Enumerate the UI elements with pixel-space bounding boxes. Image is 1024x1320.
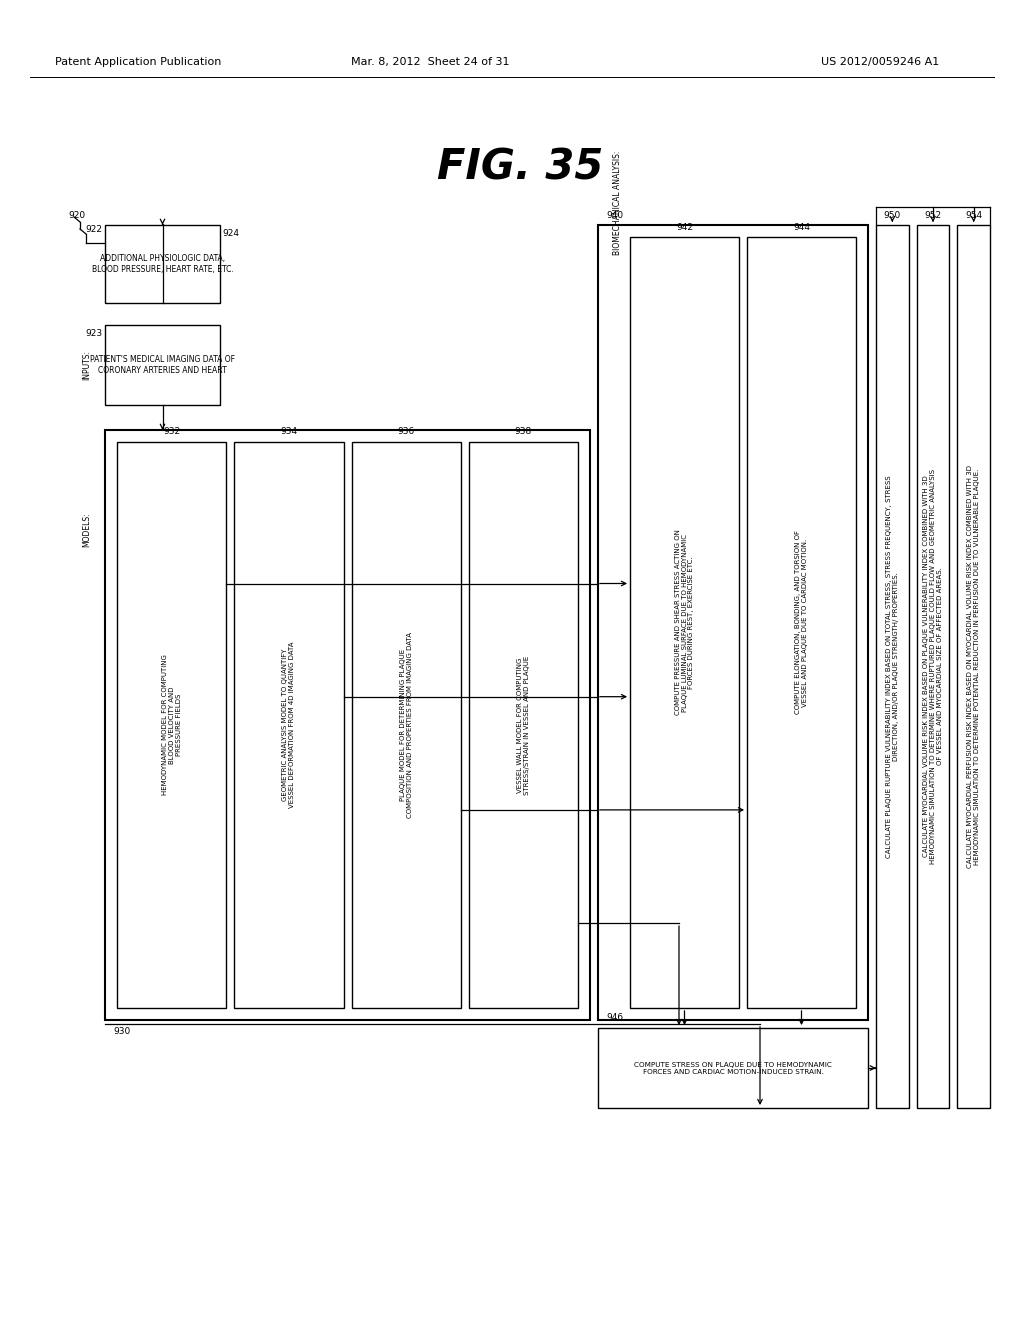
Text: COMPUTE STRESS ON PLAQUE DUE TO HEMODYNAMIC
FORCES AND CARDIAC MOTION-INDUCED ST: COMPUTE STRESS ON PLAQUE DUE TO HEMODYNA… <box>634 1061 831 1074</box>
Text: 954: 954 <box>965 210 982 219</box>
Text: 946: 946 <box>606 1014 624 1023</box>
Text: 924: 924 <box>222 228 239 238</box>
Text: PLAQUE MODEL FOR DETERMINING PLAQUE
COMPOSITION AND PROPERTIES FROM IMAGING DATA: PLAQUE MODEL FOR DETERMINING PLAQUE COMP… <box>399 632 413 818</box>
Text: COMPUTE ELONGATION, BONDING, AND TORSION OF
VESSEL AND PLAQUE DUE TO CARDIAC MOT: COMPUTE ELONGATION, BONDING, AND TORSION… <box>795 531 808 714</box>
Bar <box>469 442 578 1008</box>
Text: BIOMECHANICAL ANALYSIS:: BIOMECHANICAL ANALYSIS: <box>612 150 622 255</box>
Bar <box>598 224 868 1020</box>
Text: COMPUTE PRESSURE AND SHEAR STRESS ACTING ON
PLAQUE LUMINAL SURFACE DUE TO HEMODY: COMPUTE PRESSURE AND SHEAR STRESS ACTING… <box>675 529 694 715</box>
Bar <box>598 1028 868 1107</box>
Bar <box>746 238 856 1008</box>
Text: 936: 936 <box>397 428 415 437</box>
Text: Patent Application Publication: Patent Application Publication <box>55 57 221 67</box>
Bar <box>105 325 220 405</box>
Text: PATIENT'S MEDICAL IMAGING DATA OF
CORONARY ARTERIES AND HEART: PATIENT'S MEDICAL IMAGING DATA OF CORONA… <box>90 355 234 375</box>
Text: CALCULATE MYOCARDIAL VOLUME RISK INDEX BASED ON PLAQUE VULNERABILITY INDEX COMBI: CALCULATE MYOCARDIAL VOLUME RISK INDEX B… <box>923 469 943 865</box>
Text: 952: 952 <box>925 210 941 219</box>
Text: MODELS:: MODELS: <box>83 512 91 548</box>
Bar <box>876 224 908 1107</box>
Text: 920: 920 <box>68 210 85 219</box>
Text: 934: 934 <box>281 428 297 437</box>
Text: Mar. 8, 2012  Sheet 24 of 31: Mar. 8, 2012 Sheet 24 of 31 <box>351 57 509 67</box>
Text: 940: 940 <box>606 210 624 219</box>
Text: US 2012/0059246 A1: US 2012/0059246 A1 <box>821 57 939 67</box>
Bar <box>105 430 590 1020</box>
Text: 944: 944 <box>793 223 810 231</box>
Text: 930: 930 <box>113 1027 130 1036</box>
Text: CALCULATE MYOCARDIAL PERFUSION RISK INDEX BASED ON MYOCARDIAL VOLUME RISK INDEX : CALCULATE MYOCARDIAL PERFUSION RISK INDE… <box>967 465 980 869</box>
Bar <box>630 238 739 1008</box>
Text: GEOMETRIC ANALYSIS MODEL TO QUANTIFY
VESSEL DEFORMATION FROM 4D IMAGING DATA: GEOMETRIC ANALYSIS MODEL TO QUANTIFY VES… <box>283 642 295 808</box>
Bar <box>957 224 990 1107</box>
Text: 950: 950 <box>884 210 901 219</box>
Bar <box>117 442 226 1008</box>
Text: 923: 923 <box>86 329 103 338</box>
Text: 922: 922 <box>85 226 102 235</box>
Text: INPUTS:: INPUTS: <box>83 350 91 380</box>
Bar <box>351 442 461 1008</box>
Text: 942: 942 <box>676 223 693 231</box>
Text: 938: 938 <box>515 428 532 437</box>
Text: VESSEL WALL MODEL FOR COMPUTING
STRESS/STRAIN IN VESSEL AND PLAQUE: VESSEL WALL MODEL FOR COMPUTING STRESS/S… <box>517 655 529 795</box>
Bar <box>916 224 949 1107</box>
Text: FIG. 35: FIG. 35 <box>437 147 603 189</box>
Text: 932: 932 <box>163 428 180 437</box>
Text: HEMODYNAMIC MODEL FOR COMPUTING
BLOOD VELOCITY AND
PRESSURE FIELDS: HEMODYNAMIC MODEL FOR COMPUTING BLOOD VE… <box>162 655 181 796</box>
Bar <box>105 224 220 304</box>
Text: CALCULATE PLAQUE RUPTURE VULNERABILITY INDEX BASED ON TOTAL STRESS, STRESS FREQU: CALCULATE PLAQUE RUPTURE VULNERABILITY I… <box>886 475 899 858</box>
Text: ADDITIONAL PHYSIOLOGIC DATA,
BLOOD PRESSURE, HEART RATE, ETC.: ADDITIONAL PHYSIOLOGIC DATA, BLOOD PRESS… <box>91 255 233 273</box>
Bar <box>234 442 343 1008</box>
